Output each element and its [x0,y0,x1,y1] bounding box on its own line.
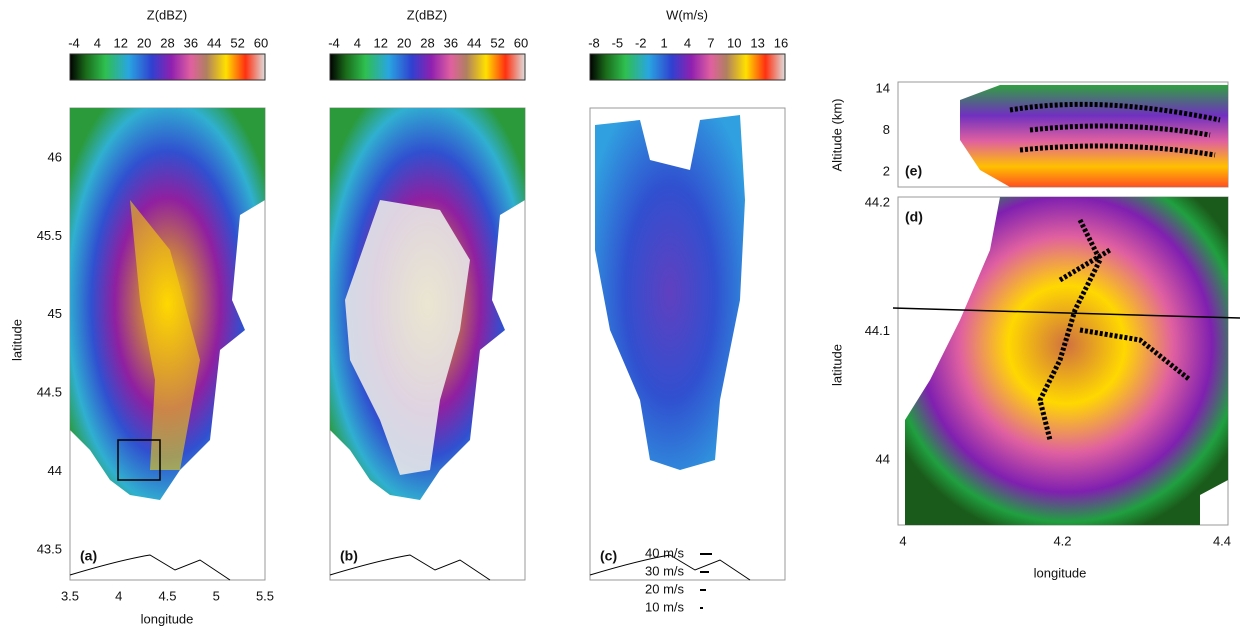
colorbar-tick-label: 7 [707,35,714,50]
x-tick-label: 4.4 [1213,533,1231,548]
colorbar-tick-label: 4 [684,35,691,50]
colorbar [589,53,786,81]
panel-label: (e) [905,163,922,179]
y-axis-label: Altitude (km) [829,99,844,172]
colorbar-tick-label: -4 [68,35,80,50]
y-tick-label: 44 [876,451,890,466]
colorbar-tick-label: 44 [207,35,221,50]
x-tick-label: 5 [213,588,220,603]
y-tick-label: 2 [883,163,890,178]
colorbar-title: Z(dBZ) [407,7,447,22]
colorbar-tick-label: 28 [160,35,174,50]
y-tick-label: 8 [883,122,890,137]
colorbar-tick-label: 12 [374,35,388,50]
colorbar-tick-label: 36 [184,35,198,50]
y-tick-label: 46 [48,149,62,164]
panel-d [892,196,1241,526]
colorbar-tick-label: 44 [467,35,481,50]
colorbar-tick-label: 60 [254,35,268,50]
colorbar-tick-label: 52 [490,35,504,50]
panel-label: (b) [340,548,358,564]
legend-label: 40 m/s [645,545,685,560]
y-axis-label: latitude [829,344,844,386]
colorbar-tick-label: -8 [588,35,600,50]
x-tick-label: 4.2 [1053,533,1071,548]
colorbar-title: Z(dBZ) [147,7,187,22]
x-tick-label: 4 [115,588,122,603]
panel-c [589,107,786,581]
panel-label: (c) [600,548,617,564]
y-tick-label: 43.5 [37,541,62,556]
labels: (a) (b) (c) (e) (d) longitude longitude … [9,99,1086,627]
colorbar [69,53,266,81]
legend-label: 20 m/s [645,581,685,596]
colorbar-tick-label: 4 [94,35,101,50]
y-tick-label: 45.5 [37,228,62,243]
colorbar-tick-label: 16 [774,35,788,50]
colorbar-tick-label: 4 [354,35,361,50]
panel-e [897,81,1229,188]
colorbar [329,53,526,81]
colorbar-tick-label: 20 [397,35,411,50]
y-tick-label: 44 [48,463,62,478]
colorbar-tick-label: 28 [420,35,434,50]
colorbar-tick-label: 12 [114,35,128,50]
colorbar-tick-label: 1 [661,35,668,50]
y-tick-label: 45 [48,306,62,321]
colorbar-tick-label: 10 [727,35,741,50]
x-axis-label: longitude [141,611,194,626]
y-tick-label: 14 [876,80,890,95]
panel-label: (d) [905,209,923,225]
x-tick-label: 5.5 [256,588,274,603]
x-tick-label: 4 [899,533,906,548]
panel-b [329,107,526,581]
legend-label: 30 m/s [645,563,685,578]
colorbar-tick-label: 36 [444,35,458,50]
panel-label: (a) [80,548,97,564]
colorbars: Z(dBZ) Z(dBZ) W(m/s) [69,7,786,81]
colorbar-tick-label: -5 [612,35,624,50]
colorbar-tick-label: -2 [635,35,647,50]
colorbar-title: W(m/s) [666,7,708,22]
y-tick-label: 44.2 [865,194,890,209]
x-tick-label: 4.5 [158,588,176,603]
legend-label: 10 m/s [645,599,685,614]
colorbar-tick-label: 60 [514,35,528,50]
y-tick-label: 44.1 [865,323,890,338]
x-axis-label: longitude [1034,565,1087,580]
colorbar-tick-label: 13 [750,35,764,50]
colorbar-tick-label: 20 [137,35,151,50]
colorbar-tick-label: 52 [230,35,244,50]
y-axis-label: latitude [9,319,24,361]
x-tick-label: 3.5 [61,588,79,603]
colorbar-tick-label: -4 [328,35,340,50]
y-tick-label: 44.5 [37,385,62,400]
panel-a [69,107,266,581]
